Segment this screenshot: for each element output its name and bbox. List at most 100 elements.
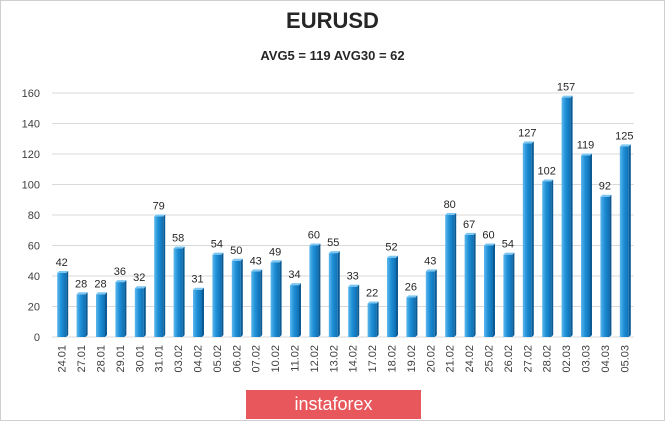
x-tick-label: 27.01	[76, 345, 88, 373]
y-tick-label: 0	[34, 332, 40, 344]
x-tick-label: 12.02	[309, 345, 321, 373]
data-label: 42	[56, 257, 68, 269]
bar	[425, 269, 437, 337]
x-tick-label: 14.02	[348, 345, 360, 373]
bar	[581, 153, 592, 337]
data-label: 22	[366, 287, 378, 299]
data-label: 43	[424, 255, 436, 267]
bar	[328, 251, 340, 337]
x-tick-label: 21.02	[445, 345, 457, 373]
bar	[154, 214, 166, 337]
data-label: 55	[327, 237, 339, 249]
x-tick-label: 27.02	[522, 345, 534, 373]
bar	[173, 246, 185, 337]
bar	[542, 179, 554, 337]
bar	[619, 144, 631, 337]
bar	[231, 258, 243, 337]
data-label: 102	[538, 165, 556, 177]
bar	[251, 269, 263, 337]
data-label: 54	[211, 239, 223, 251]
data-label: 60	[482, 230, 494, 242]
bar	[522, 141, 534, 337]
bar	[600, 194, 612, 337]
data-label: 26	[405, 281, 417, 293]
data-label: 52	[385, 242, 397, 254]
x-tick-label: 03.02	[173, 345, 185, 373]
data-label: 33	[347, 271, 359, 283]
x-tick-label: 03.03	[581, 345, 593, 373]
x-tick-label: 11.02	[290, 345, 302, 372]
bar	[115, 280, 127, 337]
bar	[348, 284, 360, 337]
data-label: 54	[502, 239, 514, 251]
data-label: 43	[250, 255, 262, 267]
banner-text: instaforex	[294, 394, 373, 414]
bar	[270, 260, 282, 337]
y-tick-label: 40	[28, 271, 40, 283]
chart-title: EURUSD	[286, 8, 379, 33]
x-tick-label: 28.02	[542, 345, 554, 373]
y-tick-label: 60	[28, 241, 40, 253]
data-label: 58	[172, 233, 184, 245]
grid	[52, 92, 634, 338]
data-label: 31	[191, 274, 203, 286]
data-label: 125	[615, 130, 633, 142]
x-tick-label: 05.02	[212, 345, 224, 373]
bar	[406, 295, 418, 337]
x-tick-label: 04.03	[600, 345, 612, 373]
x-tick-label: 02.03	[561, 345, 573, 373]
data-label: 36	[114, 266, 126, 278]
bar	[96, 292, 107, 337]
x-tick-label: 17.02	[367, 345, 379, 373]
x-tick-label: 28.01	[96, 345, 108, 373]
x-tick-label: 04.02	[193, 345, 205, 373]
x-tick-label: 31.01	[154, 345, 166, 373]
bar	[561, 95, 573, 337]
data-label: 67	[463, 219, 475, 231]
data-label: 28	[94, 278, 106, 290]
bar	[76, 292, 88, 337]
x-tick-label: 30.01	[134, 345, 146, 373]
x-tick-label: 26.02	[503, 345, 515, 373]
bar	[57, 270, 69, 337]
x-tick-label: 19.02	[406, 345, 418, 373]
data-labels: 42 28 28 36 32 79 58 31 54 50 43 49 34 60 55 33 22 52 26 43…	[56, 82, 634, 300]
data-label: 32	[133, 272, 145, 284]
data-label: 157	[557, 82, 575, 94]
data-label: 127	[518, 127, 536, 139]
data-label: 80	[444, 199, 456, 211]
data-label: 92	[599, 181, 611, 193]
data-label: 50	[230, 245, 242, 257]
x-tick-label: 24.02	[464, 345, 476, 373]
x-tick-label: 13.02	[328, 345, 340, 373]
data-label: 79	[153, 201, 165, 213]
data-label: 119	[577, 140, 595, 152]
x-tick-label: 29.01	[115, 345, 127, 373]
bar	[309, 243, 321, 337]
y-axis-ticks: 0 20 40 60 80 100 120 140 160	[22, 88, 40, 344]
bar	[464, 232, 476, 337]
y-tick-label: 120	[22, 149, 40, 161]
bar	[503, 252, 515, 337]
data-label: 49	[269, 246, 281, 258]
x-tick-label: 25.02	[484, 345, 496, 373]
x-tick-label: 06.02	[231, 345, 243, 373]
y-tick-label: 160	[22, 88, 40, 100]
x-tick-label: 10.02	[270, 345, 282, 373]
data-label: 34	[288, 269, 300, 281]
instaforex-banner[interactable]: instaforex	[246, 390, 421, 419]
bar	[290, 283, 301, 337]
x-tick-label: 05.03	[619, 345, 631, 373]
data-label: 28	[75, 278, 87, 290]
chart-subtitle: AVG5 = 119 AVG30 = 62	[260, 48, 405, 63]
x-tick-label: 20.02	[425, 345, 437, 373]
bar	[193, 287, 204, 337]
bar	[212, 252, 224, 337]
y-tick-label: 80	[28, 210, 40, 222]
bar	[445, 213, 457, 337]
data-label: 60	[308, 230, 320, 242]
x-axis-ticks: 24.01 27.01 28.01 29.01 30.01 31.01 03.02 04.02…	[57, 345, 632, 373]
bar	[367, 301, 379, 337]
